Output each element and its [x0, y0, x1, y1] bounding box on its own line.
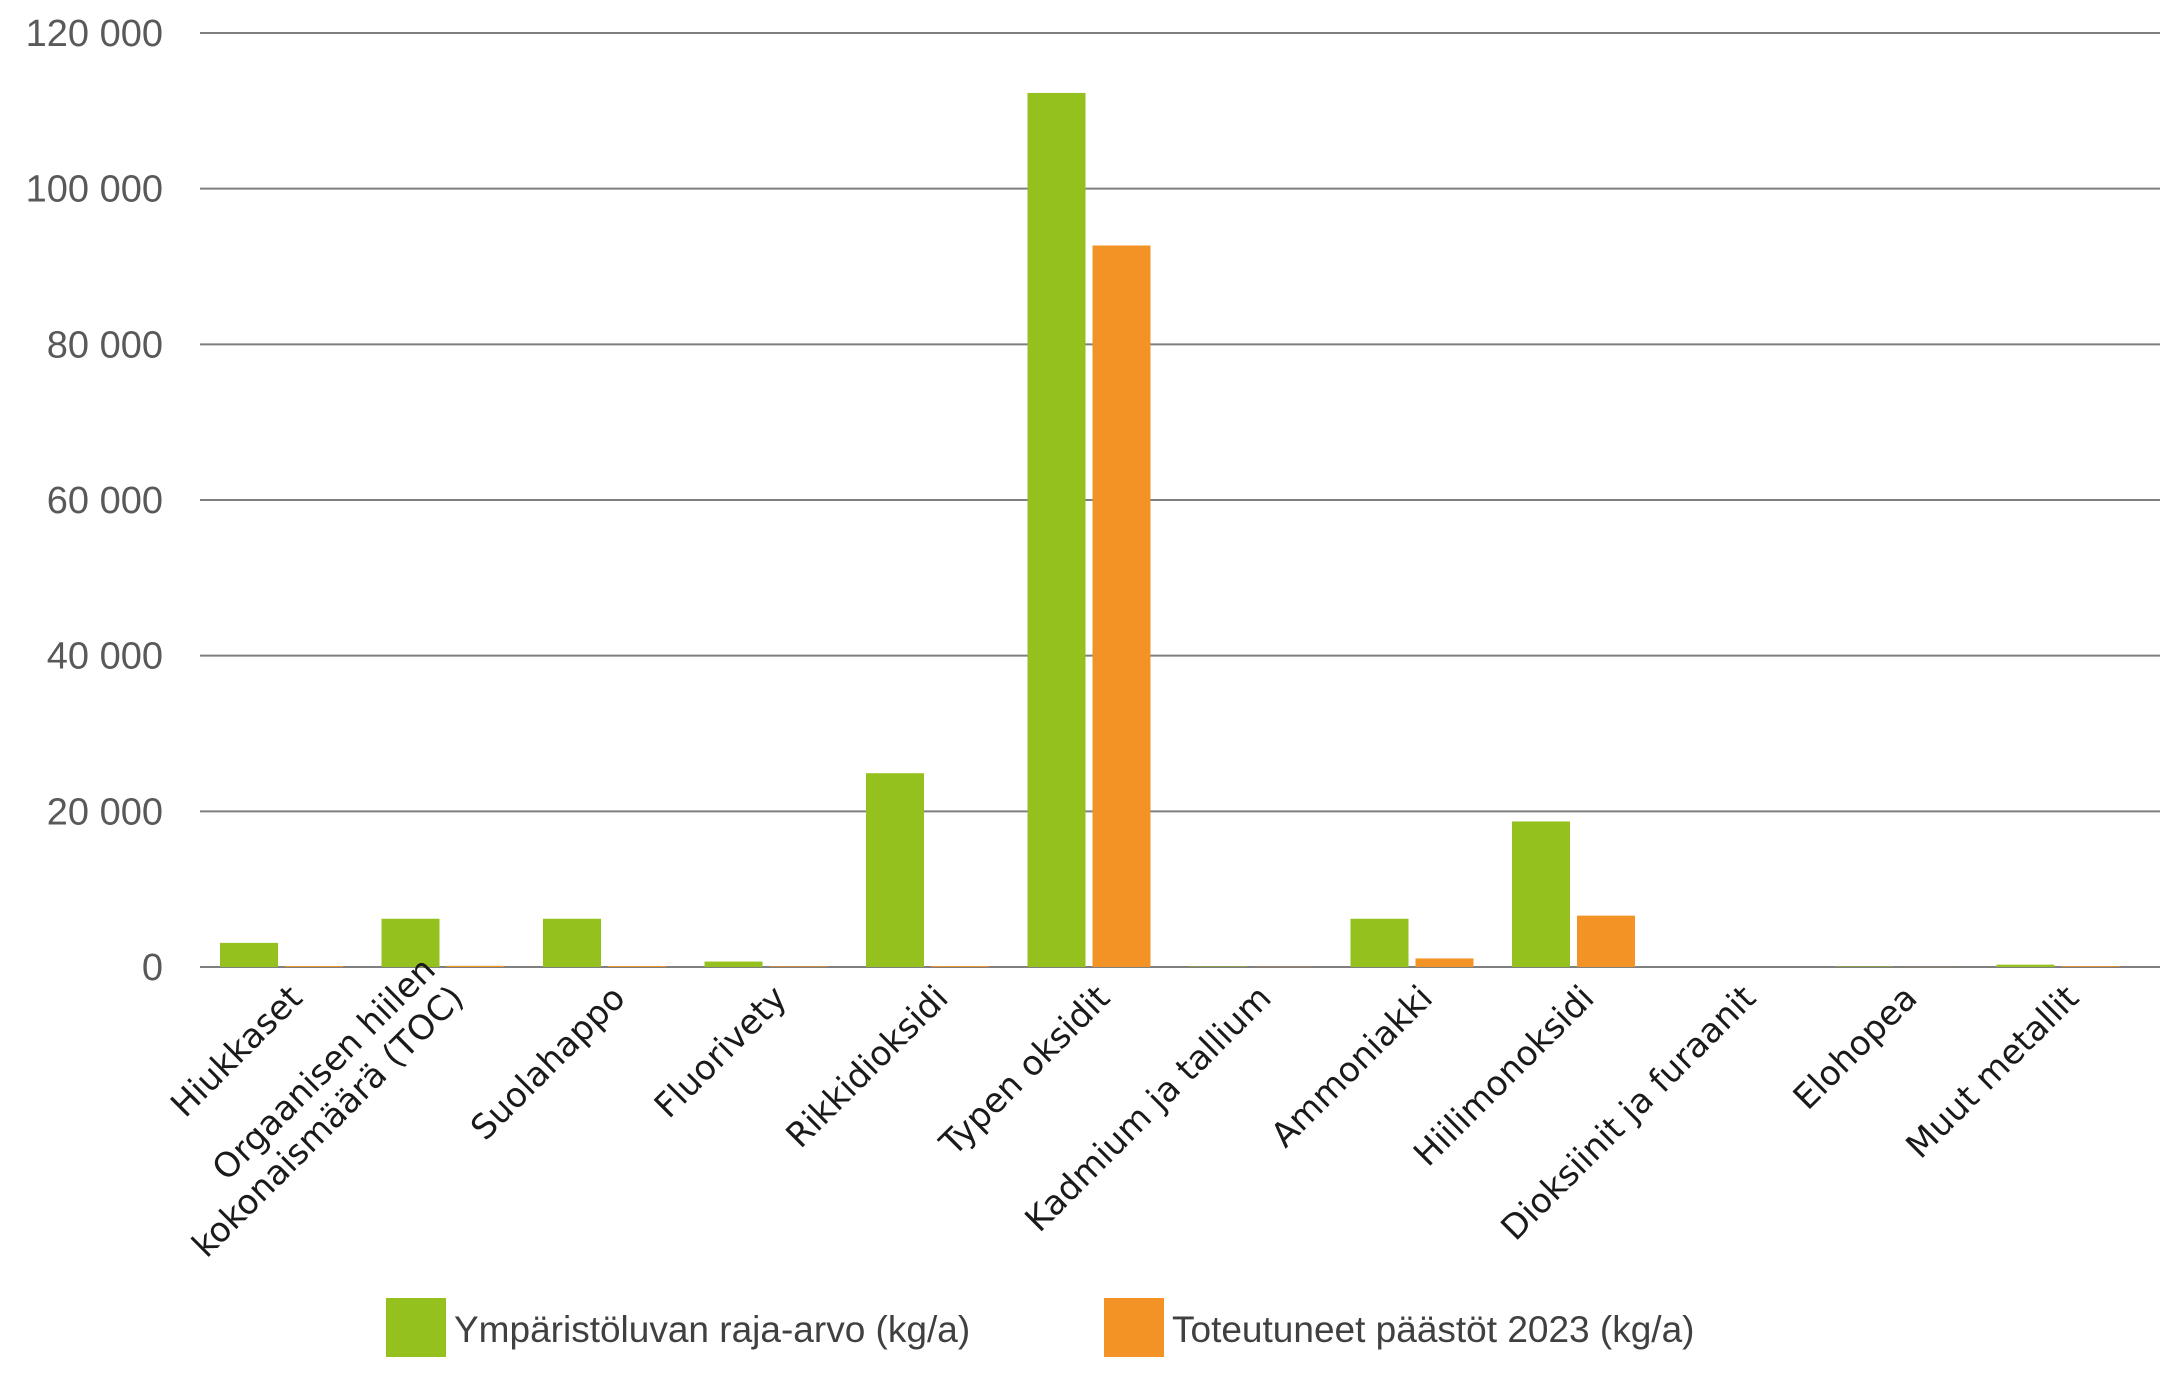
bar-actual [446, 965, 505, 967]
bar-actual [1092, 245, 1151, 968]
bar-actual [1415, 958, 1474, 967]
bar-limit [1350, 918, 1409, 967]
bar-actual [285, 966, 343, 967]
x-tick-label: Fluorivety [647, 978, 795, 1126]
legend-swatch [386, 1298, 446, 1357]
x-tick-label: Elohopea [1786, 978, 1926, 1118]
bar-limit [866, 773, 924, 967]
legend-swatch [1104, 1298, 1164, 1357]
bar-limit [543, 918, 601, 967]
y-tick-label: 0 [142, 947, 163, 989]
legend-label: Ympäristöluvan raja-arvo (kg/a) [454, 1309, 970, 1350]
x-tick-label: Typen oksidit [932, 978, 1118, 1164]
bar-limit [704, 961, 763, 967]
legend: Ympäristöluvan raja-arvo (kg/a) Toteutune… [386, 1298, 1694, 1357]
bar-actual [931, 966, 989, 967]
x-tick-label: Rikkidioksidi [778, 978, 956, 1156]
bar-limit [1027, 92, 1086, 968]
bars [220, 92, 2120, 968]
bar-actual [608, 966, 666, 967]
x-tick-label: Suolahappo [463, 978, 633, 1148]
y-tick-label: 20 000 [47, 791, 163, 833]
y-axis-tick-labels: 0 20 000 40 000 60 000 80 000 100 000 120 000 [26, 13, 163, 989]
bar-limit [1512, 821, 1570, 967]
bar-limit [220, 942, 278, 967]
gridlines [200, 32, 2160, 968]
legend-label: Toteutuneet päästöt 2023 (kg/a) [1172, 1309, 1694, 1350]
y-tick-label: 60 000 [47, 480, 163, 522]
y-tick-label: 80 000 [47, 324, 163, 366]
bar-actual [1577, 915, 1635, 967]
x-tick-label: Muut metallit [1898, 978, 2086, 1166]
y-tick-label: 40 000 [47, 636, 163, 678]
y-tick-label: 120 000 [26, 13, 163, 55]
bar-actual [2061, 966, 2120, 967]
x-tick-label: Ammoniakki [1263, 978, 1440, 1155]
bar-limit [1996, 964, 2055, 967]
bar-actual [769, 966, 828, 967]
bar-limit [381, 918, 440, 967]
y-tick-label: 100 000 [26, 169, 163, 211]
